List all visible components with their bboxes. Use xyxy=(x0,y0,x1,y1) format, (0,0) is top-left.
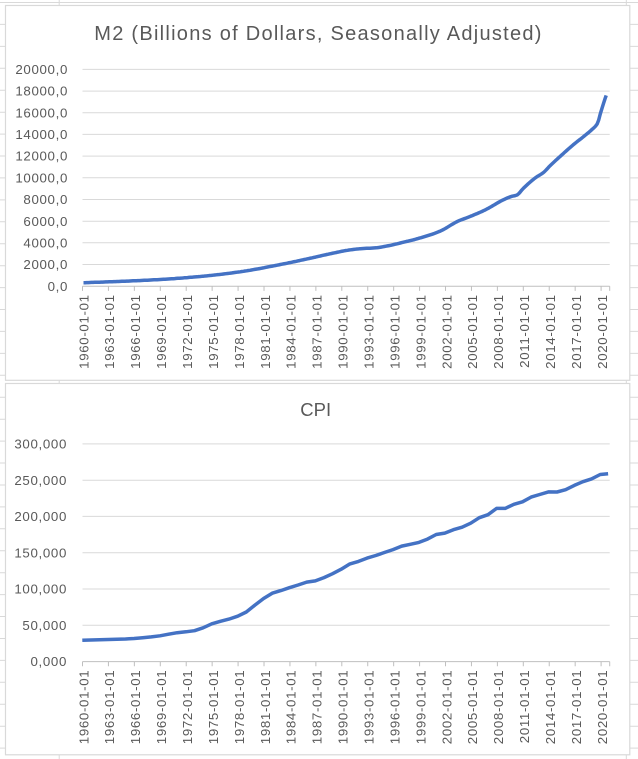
svg-text:0,0: 0,0 xyxy=(48,279,68,294)
svg-text:1984-01-01: 1984-01-01 xyxy=(284,294,299,369)
svg-text:1978-01-01: 1978-01-01 xyxy=(232,294,247,369)
svg-text:1960-01-01: 1960-01-01 xyxy=(76,294,91,369)
svg-text:200,000: 200,000 xyxy=(14,509,67,524)
svg-text:1993-01-01: 1993-01-01 xyxy=(362,294,377,369)
svg-text:1990-01-01: 1990-01-01 xyxy=(336,294,351,369)
svg-text:2008-01-01: 2008-01-01 xyxy=(491,670,506,745)
svg-text:1996-01-01: 1996-01-01 xyxy=(388,294,403,369)
svg-text:1963-01-01: 1963-01-01 xyxy=(102,670,117,745)
svg-text:1969-01-01: 1969-01-01 xyxy=(154,670,169,745)
svg-text:1999-01-01: 1999-01-01 xyxy=(413,670,428,745)
svg-text:1966-01-01: 1966-01-01 xyxy=(128,294,143,369)
svg-text:1972-01-01: 1972-01-01 xyxy=(180,294,195,369)
svg-text:300,000: 300,000 xyxy=(14,437,67,452)
svg-text:2017-01-01: 2017-01-01 xyxy=(569,294,584,369)
svg-text:1960-01-01: 1960-01-01 xyxy=(76,670,91,745)
svg-text:2005-01-01: 2005-01-01 xyxy=(465,294,480,369)
svg-text:1999-01-01: 1999-01-01 xyxy=(413,294,428,369)
svg-text:2011-01-01: 2011-01-01 xyxy=(517,294,532,368)
svg-text:14000,0: 14000,0 xyxy=(15,127,68,142)
svg-text:100,000: 100,000 xyxy=(14,582,67,597)
svg-text:1969-01-01: 1969-01-01 xyxy=(154,294,169,369)
svg-text:1963-01-01: 1963-01-01 xyxy=(102,294,117,369)
svg-text:CPI: CPI xyxy=(300,399,331,420)
svg-text:1984-01-01: 1984-01-01 xyxy=(284,670,299,745)
svg-text:20000,0: 20000,0 xyxy=(15,62,68,77)
svg-text:2002-01-01: 2002-01-01 xyxy=(439,670,454,745)
svg-text:2011-01-01: 2011-01-01 xyxy=(517,670,532,744)
svg-text:1990-01-01: 1990-01-01 xyxy=(336,670,351,745)
svg-text:1972-01-01: 1972-01-01 xyxy=(180,670,195,745)
svg-text:1996-01-01: 1996-01-01 xyxy=(388,670,403,745)
svg-text:1981-01-01: 1981-01-01 xyxy=(258,294,273,369)
svg-text:2017-01-01: 2017-01-01 xyxy=(569,670,584,745)
svg-text:2014-01-01: 2014-01-01 xyxy=(543,670,558,745)
svg-text:10000,0: 10000,0 xyxy=(15,170,68,185)
svg-text:1978-01-01: 1978-01-01 xyxy=(232,670,247,745)
svg-text:150,000: 150,000 xyxy=(14,545,67,560)
svg-text:18000,0: 18000,0 xyxy=(15,84,68,99)
svg-text:8000,0: 8000,0 xyxy=(23,192,68,207)
svg-text:1987-01-01: 1987-01-01 xyxy=(310,670,325,745)
svg-text:2020-01-01: 2020-01-01 xyxy=(595,294,610,369)
svg-text:M2 (Billions of Dollars, Seaso: M2 (Billions of Dollars, Seasonally Adju… xyxy=(94,23,542,45)
svg-text:1975-01-01: 1975-01-01 xyxy=(206,670,221,745)
svg-text:2005-01-01: 2005-01-01 xyxy=(465,670,480,745)
svg-text:1981-01-01: 1981-01-01 xyxy=(258,670,273,745)
svg-text:250,000: 250,000 xyxy=(14,473,67,488)
svg-text:2020-01-01: 2020-01-01 xyxy=(595,670,610,745)
svg-text:16000,0: 16000,0 xyxy=(15,105,68,120)
svg-text:1966-01-01: 1966-01-01 xyxy=(128,670,143,745)
svg-text:50,000: 50,000 xyxy=(22,618,67,633)
svg-text:1975-01-01: 1975-01-01 xyxy=(206,294,221,369)
svg-text:4000,0: 4000,0 xyxy=(23,235,68,250)
svg-text:2002-01-01: 2002-01-01 xyxy=(439,294,454,369)
svg-text:1987-01-01: 1987-01-01 xyxy=(310,294,325,369)
svg-text:6000,0: 6000,0 xyxy=(23,214,68,229)
svg-text:2014-01-01: 2014-01-01 xyxy=(543,294,558,369)
svg-text:1993-01-01: 1993-01-01 xyxy=(362,670,377,745)
svg-text:2008-01-01: 2008-01-01 xyxy=(491,294,506,369)
svg-text:0,000: 0,000 xyxy=(30,654,67,669)
svg-text:12000,0: 12000,0 xyxy=(15,149,68,164)
svg-text:2000,0: 2000,0 xyxy=(23,257,68,272)
